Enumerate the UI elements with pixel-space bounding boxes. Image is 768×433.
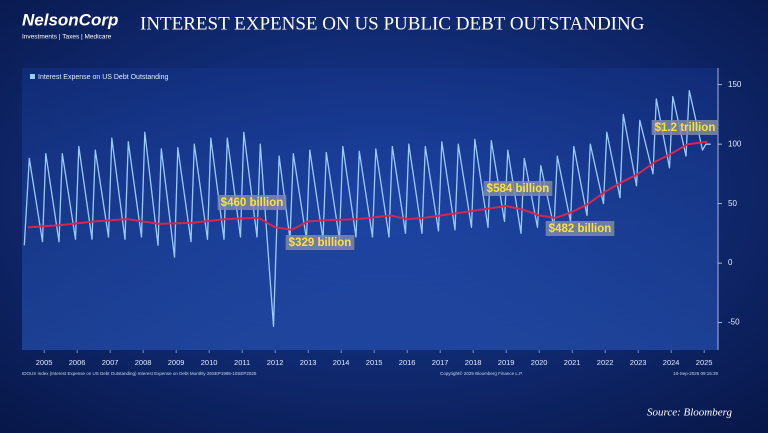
legend-label: Interest Expense on US Debt Outstanding [38, 74, 168, 81]
y-tick-label: 50 [728, 199, 737, 208]
x-tick-label: 2006 [69, 358, 86, 367]
logo-name: NelsonCorp [22, 10, 118, 29]
y-tick-label: 0 [728, 258, 733, 267]
y-tick-label: 150 [728, 80, 742, 89]
source: Source: Bloomberg [647, 407, 733, 419]
x-tick-label: 2007 [102, 358, 119, 367]
x-tick-label: 2023 [630, 358, 647, 367]
x-tick-label: 2019 [498, 358, 515, 367]
x-tick-label: 2020 [531, 358, 548, 367]
x-tick-label: 2015 [366, 358, 383, 367]
annotation-box [285, 235, 355, 250]
x-tick-label: 2014 [333, 358, 350, 367]
x-tick-label: 2005 [36, 358, 53, 367]
annotation-text: $584 billion [487, 183, 550, 195]
annotation-text: $1.2 trillion [655, 122, 716, 134]
annotation: $482 billion [545, 221, 615, 236]
x-tick-label: 2010 [201, 358, 218, 367]
x-tick-label: 2021 [564, 358, 581, 367]
y-tick-label: -50 [728, 318, 740, 327]
x-tick-label: 2022 [597, 358, 614, 367]
series-line [27, 140, 708, 231]
x-tick-label: 2018 [465, 358, 482, 367]
annotation-box [651, 120, 719, 135]
x-tick-label: 2024 [663, 358, 680, 367]
annotation-box [545, 221, 615, 236]
x-tick-label: 2008 [135, 358, 152, 367]
y-tick-label: 100 [728, 139, 742, 148]
annotation: $329 billion [285, 235, 355, 250]
footer-text: 10-Sep-2025 09:15:39 [673, 371, 718, 376]
legend-swatch [30, 74, 35, 79]
annotation: $460 billion [217, 195, 287, 210]
annotation: $584 billion [483, 181, 553, 196]
annotation-text: $460 billion [221, 197, 284, 209]
annotation-text: $329 billion [289, 237, 352, 249]
series-line [23, 89, 711, 327]
x-tick-label: 2017 [432, 358, 449, 367]
annotation-text: $482 billion [549, 223, 612, 235]
x-tick-label: 2012 [267, 358, 284, 367]
x-tick-label: 2025 [696, 358, 713, 367]
chart-title: INTEREST EXPENSE ON US PUBLIC DEBT OUTST… [140, 13, 645, 34]
footer-text: IDOUS Index (Interest Expense on US Debt… [22, 371, 257, 376]
annotation: $1.2 trillion [651, 120, 719, 135]
annotation-box [483, 181, 553, 196]
x-tick-label: 2016 [399, 358, 416, 367]
x-tick-label: 2009 [168, 358, 185, 367]
x-tick-label: 2011 [234, 358, 250, 367]
x-tick-label: 2013 [300, 358, 317, 367]
footer-text: Copyright© 2025 Bloomberg Finance L.P. [440, 370, 523, 376]
logo-tagline: Investments | Taxes | Medicare [22, 34, 112, 41]
annotation-box [217, 195, 287, 210]
